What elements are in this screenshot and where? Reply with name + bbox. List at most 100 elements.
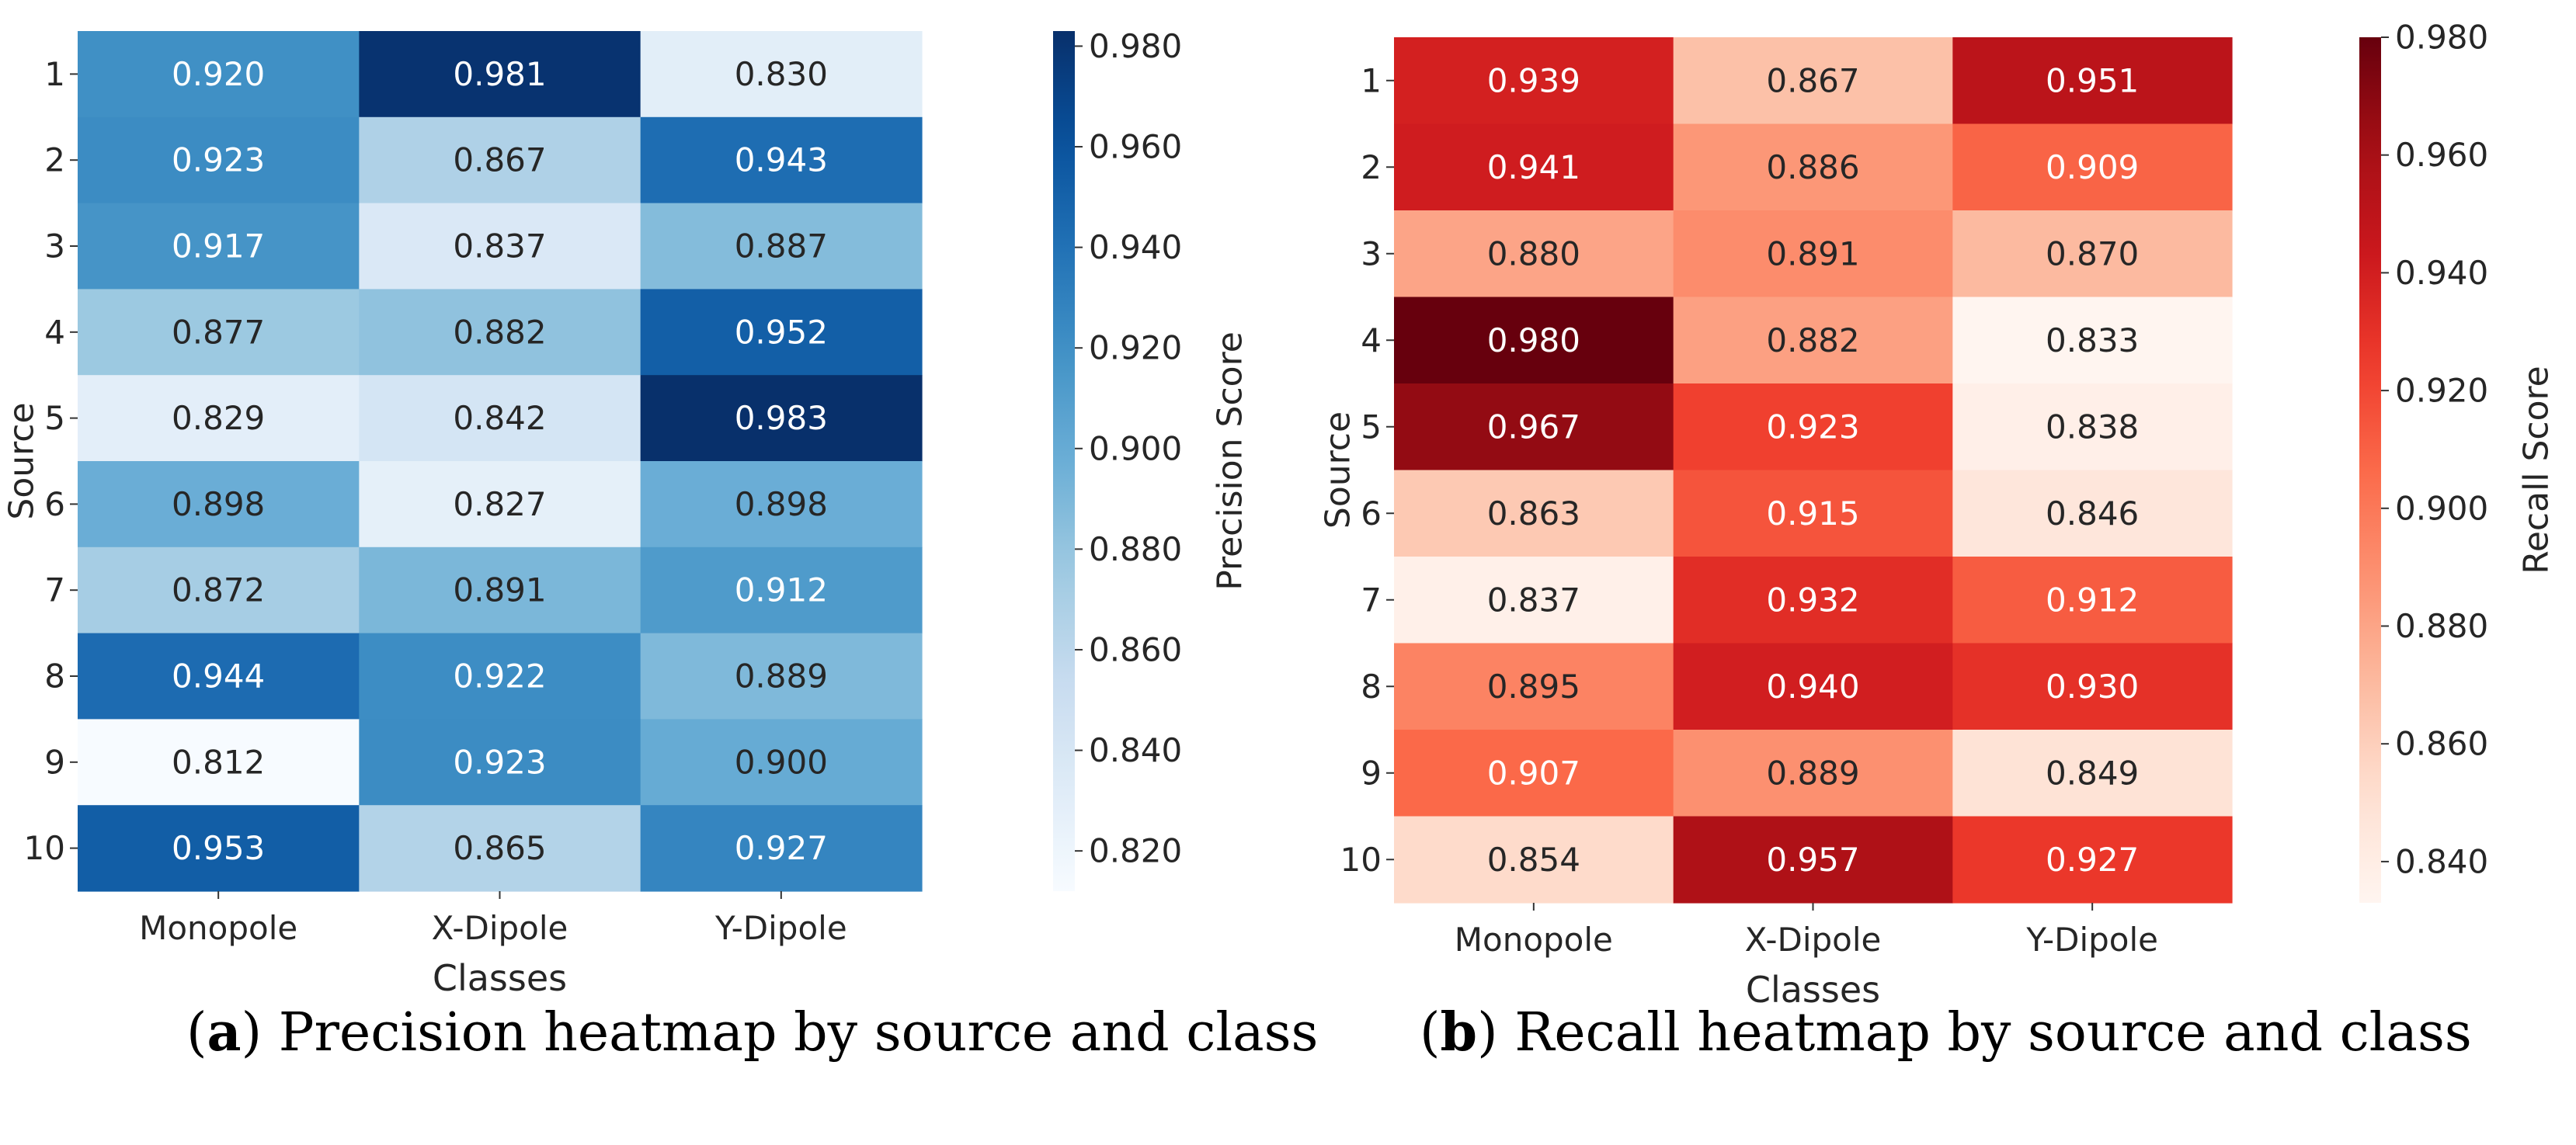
heatmap-cell [1394,470,1674,557]
y-tick-label: 6 [1361,494,1382,533]
heatmap-cell [1952,470,2233,557]
colorbar-tick-label: 0.900 [1089,429,1182,467]
cell-value-label: 0.923 [1766,408,1859,446]
x-axis-title: Classes [433,957,567,999]
colorbar-tick-label: 0.940 [2395,254,2488,292]
heatmap-cell [1673,557,1953,644]
y-tick-label: 2 [1361,148,1382,186]
cell-value-label: 0.863 [1487,494,1580,533]
heatmap-cell [1673,383,1953,471]
cell-value-label: 0.842 [453,399,546,437]
heatmap-cell [1394,643,1674,730]
cell-value-label: 0.812 [172,743,265,781]
heatmap-cell [1394,297,1674,384]
colorbar-tick-label: 0.960 [2395,136,2488,174]
heatmap-cell [1952,383,2233,471]
y-tick-label: 3 [1361,234,1382,272]
cell-value-label: 0.943 [735,141,828,179]
colorbar-tick-label: 0.820 [1089,832,1182,870]
caption-a-text: ) Precision heatmap by source and class [241,1002,1319,1063]
y-axis-title: Source [1319,411,1358,529]
heatmap-cell [78,633,360,720]
cell-value-label: 0.891 [453,571,546,609]
heatmap-cell [1952,37,2233,125]
cell-value-label: 0.957 [1766,841,1859,879]
heatmap-cell [1673,643,1953,730]
colorbar-tick-label: 0.940 [1089,228,1182,266]
y-axis-title: Source [2,402,42,519]
colorbar-tick-label: 0.980 [2395,19,2488,57]
heatmap-cell [1952,730,2233,817]
heatmap-cell [1952,210,2233,298]
cell-value-label: 0.907 [1487,754,1580,792]
cell-value-label: 0.837 [1487,581,1580,619]
heatmap-cell [640,805,923,892]
colorbar-tick-label: 0.860 [2395,725,2488,763]
cell-value-label: 0.880 [1487,234,1580,272]
cell-value-label: 0.941 [1487,148,1580,186]
cell-value-label: 0.967 [1487,408,1580,446]
heatmap-cell [78,203,360,290]
cell-value-label: 0.889 [735,658,828,696]
heatmap-cell [78,31,360,118]
heatmap-cell [1673,816,1953,904]
cell-value-label: 0.867 [453,141,546,179]
heatmap-cell [1394,816,1674,904]
heatmap-cell [1394,210,1674,298]
cell-value-label: 0.837 [453,227,546,265]
heatmap-cell [1673,297,1953,384]
heatmap-cell [1952,816,2233,904]
cell-value-label: 0.882 [1766,321,1859,359]
heatmap-cell [1673,470,1953,557]
caption-b-text: ) Recall heatmap by source and class [1477,1002,2472,1063]
heatmap-cell [78,719,360,806]
cell-value-label: 0.983 [735,399,828,437]
heatmap-cell [640,461,923,548]
caption-b: (b) Recall heatmap by source and class [1420,1001,2472,1063]
cell-value-label: 0.829 [172,399,265,437]
cell-value-label: 0.867 [1766,61,1859,99]
y-tick-label: 7 [44,571,65,609]
cell-value-label: 0.872 [172,571,265,609]
y-tick-label: 9 [44,743,65,781]
x-tick-label: X-Dipole [1745,921,1882,959]
colorbar-tick-label: 0.920 [2395,372,2488,410]
heatmap-cell [78,546,360,634]
cell-value-label: 0.980 [1487,321,1580,359]
caption-b-letter: b [1440,1001,1478,1063]
cell-value-label: 0.849 [2046,754,2139,792]
heatmap-cell [78,116,360,204]
heatmap-cell [640,546,923,634]
caption-a-letter: a [207,1001,242,1063]
heatmap-cell [359,633,641,720]
cell-value-label: 0.898 [172,485,265,523]
cell-value-label: 0.898 [735,485,828,523]
y-tick-label: 4 [1361,321,1382,359]
heatmap-cell [640,116,923,204]
cell-value-label: 0.951 [2046,61,2139,99]
colorbar-tick-label: 0.900 [2395,489,2488,527]
colorbar-tick-label: 0.920 [1089,329,1182,367]
colorbar [1053,31,1075,891]
cell-value-label: 0.912 [2046,581,2139,619]
y-tick-label: 9 [1361,754,1382,792]
heatmap-cell [359,289,641,376]
cell-value-label: 0.889 [1766,754,1859,792]
heatmap-cell [78,461,360,548]
heatmap-cell [1394,37,1674,125]
cell-value-label: 0.923 [172,141,265,179]
cell-value-label: 0.981 [453,55,546,93]
heatmap-cell [1673,37,1953,125]
colorbar-tick-label: 0.960 [1089,128,1182,166]
cell-value-label: 0.827 [453,485,546,523]
colorbar-tick-label: 0.840 [2395,842,2488,880]
x-tick-label: X-Dipole [432,909,568,947]
heatmap-cell [359,203,641,290]
heatmap-cell [78,805,360,892]
heatmap-cell [1952,123,2233,211]
cell-value-label: 0.830 [735,55,828,93]
x-tick-label: Y-Dipole [2025,921,2158,959]
cell-value-label: 0.886 [1766,148,1859,186]
panel-a: 0.920 0.981 0.830 0.923 0.867 0.943 0.917 0.837… [2,27,1250,999]
heatmap-cell [640,375,923,462]
